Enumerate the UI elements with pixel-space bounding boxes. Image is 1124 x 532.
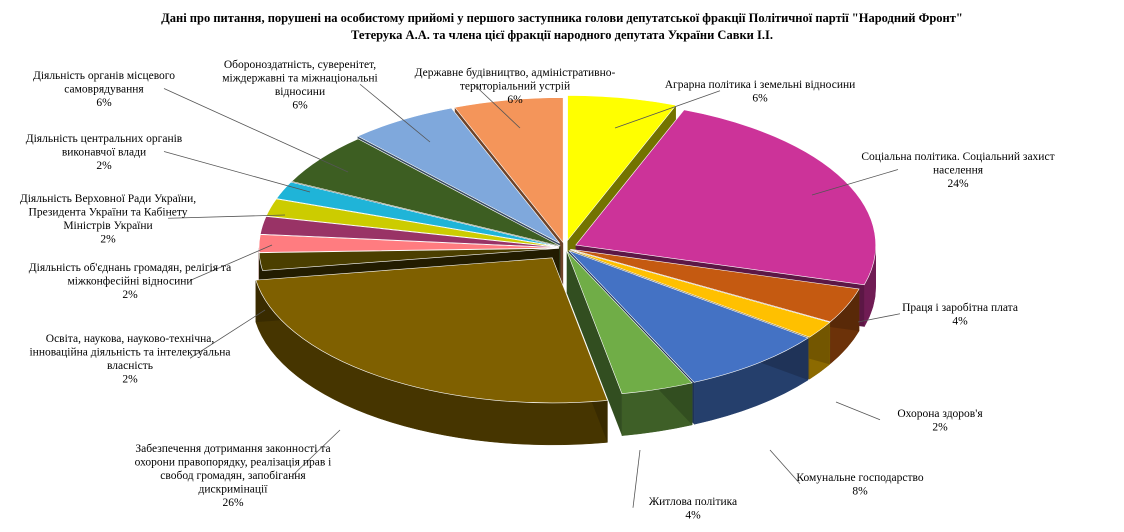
data-label-3: Охорона здоров'я 2% xyxy=(897,408,983,434)
data-label-1: Соціальна політика. Соціальний захист нас… xyxy=(861,151,1054,190)
pie-slice-14 xyxy=(454,97,564,244)
chart-title-line-1: Дані про питання, порушені на особистому… xyxy=(161,11,963,25)
pie-slice-11 xyxy=(276,181,560,248)
data-labels: Аграрна політика і земельні відносини 6% С… xyxy=(20,59,1055,522)
data-label-2: Праця і заробітна плата 4% xyxy=(902,302,1018,328)
pie-slice-10 xyxy=(265,198,560,248)
leader-line-12 xyxy=(359,83,431,143)
pie-slice-4 xyxy=(568,250,809,383)
data-label-6: Забезпечення дотримання законності та охо… xyxy=(135,443,332,509)
pie-slice-1 xyxy=(575,109,877,286)
pie-slice-13 xyxy=(356,107,560,244)
pie-slice-12 xyxy=(291,138,561,247)
leader-line-4 xyxy=(769,449,801,485)
leader-line-7 xyxy=(189,309,266,359)
data-label-8: Діяльність об'єднань громадян, релігія т… xyxy=(29,262,231,301)
pie-tops xyxy=(255,95,877,404)
chart-title-line-2: Тетерука А.А. та члена цієї фракції наро… xyxy=(351,28,773,42)
pie-slice-8 xyxy=(258,234,560,253)
data-label-11: Діяльність органів місцевого самоврядуван… xyxy=(33,70,175,109)
leader-line-9 xyxy=(167,214,286,219)
pie-slice-2 xyxy=(570,248,860,323)
leader-line-10 xyxy=(163,151,311,193)
data-label-0: Аграрна політика і земельні відносини 6% xyxy=(665,79,856,105)
leader-line-8 xyxy=(189,244,273,281)
pie-slice-7 xyxy=(258,248,560,271)
data-label-9: Діяльність Верховної Ради України, Презид… xyxy=(20,193,196,246)
slice-cut-5-1 xyxy=(566,251,622,436)
leader-line-3 xyxy=(835,401,881,421)
leader-line-1 xyxy=(811,169,899,196)
data-label-12: Обороноздатність, суверенітет, міждержавн… xyxy=(222,59,377,112)
leader-line-6 xyxy=(292,429,341,476)
pie-slice-0 xyxy=(567,95,677,242)
leader-line-2 xyxy=(857,313,901,323)
leader-line-0 xyxy=(614,90,721,129)
pie-slice-5 xyxy=(566,250,693,394)
data-label-4: Комунальне господарство 8% xyxy=(796,472,923,498)
leader-line-13 xyxy=(474,85,521,129)
leader-line-11 xyxy=(163,88,349,173)
data-label-10: Діяльність центральних органів виконавчої… xyxy=(26,133,183,172)
leader-line-5 xyxy=(632,449,641,508)
data-label-5: Житлова політика 4% xyxy=(649,496,737,522)
pie-slice-9 xyxy=(259,216,560,248)
data-label-7: Освіта, наукова, науково-технічна, іннова… xyxy=(29,333,230,386)
pie-slice-6 xyxy=(255,257,608,404)
data-label-13: Державне будівництво, адміністративно-те… xyxy=(415,67,616,106)
pie-slice-3 xyxy=(569,249,831,338)
chart-title: Дані про питання, порушені на особистому… xyxy=(0,10,1124,44)
